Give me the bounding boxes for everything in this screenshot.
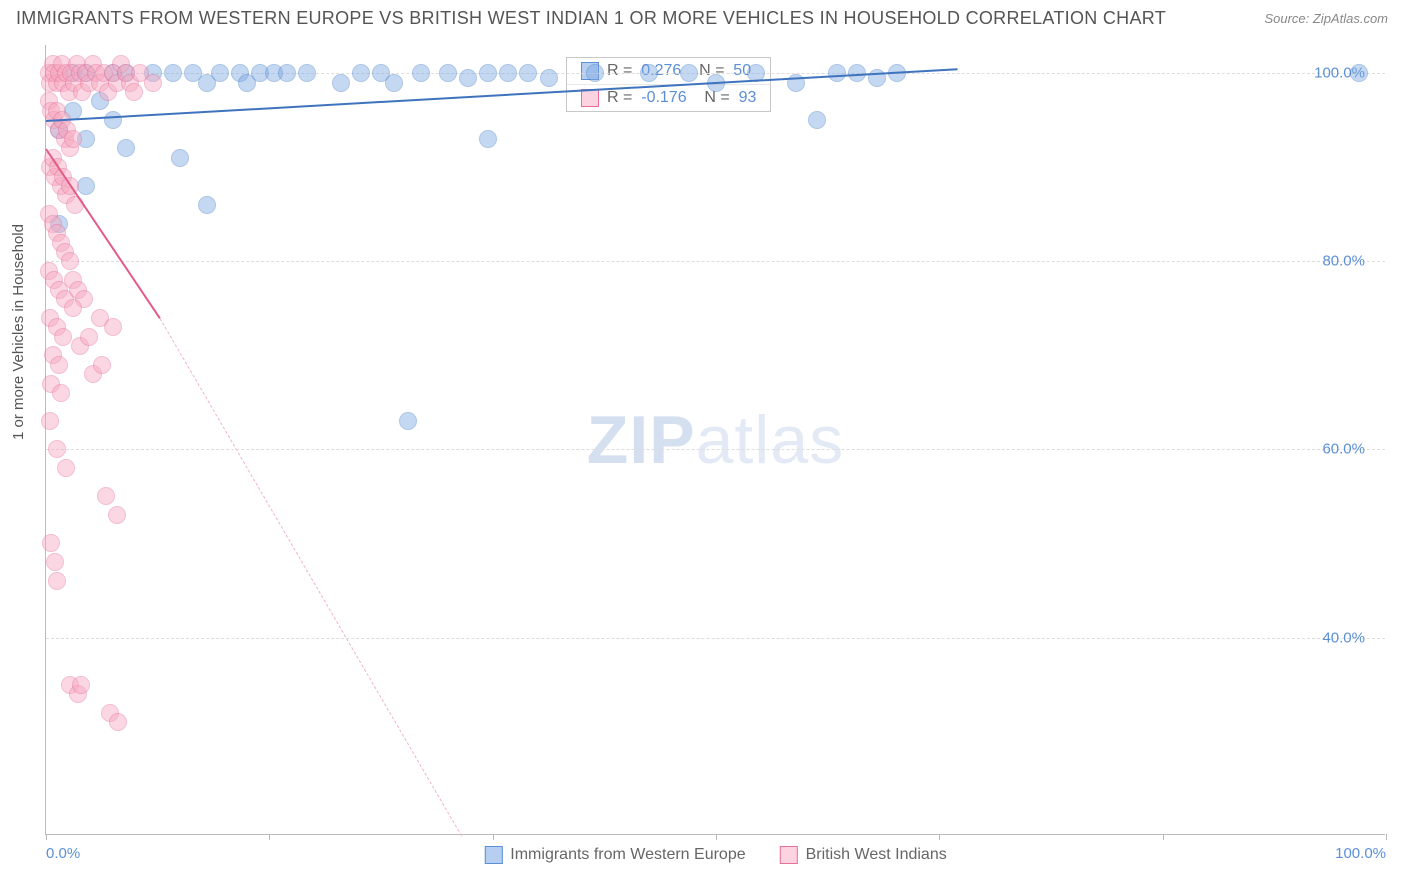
scatter-point: [50, 356, 68, 374]
r-label: R =: [607, 62, 632, 79]
bottom-legend-item-b: British West Indians: [780, 846, 947, 864]
x-tick-mark: [46, 834, 47, 840]
bottom-swatch-blue: [484, 846, 502, 864]
scatter-point: [93, 356, 111, 374]
bottom-legend: Immigrants from Western Europe British W…: [484, 846, 946, 864]
scatter-point: [54, 328, 72, 346]
gridline-horizontal: [46, 261, 1385, 262]
scatter-point: [808, 111, 826, 129]
bottom-swatch-pink: [780, 846, 798, 864]
r-value: -0.176: [641, 89, 686, 106]
scatter-point: [298, 64, 316, 82]
scatter-point: [439, 64, 457, 82]
watermark-zip: ZIP: [587, 402, 696, 478]
x-tick-label: 0.0%: [46, 845, 80, 862]
scatter-point: [479, 130, 497, 148]
scatter-point: [104, 111, 122, 129]
scatter-point: [352, 64, 370, 82]
scatter-point: [117, 139, 135, 157]
scatter-point: [385, 74, 403, 92]
legend-r-a: R = 0.276 N = 50: [607, 62, 751, 80]
scatter-point: [97, 487, 115, 505]
n-label: N =: [704, 89, 729, 106]
legend-r-b: R = -0.176 N = 93: [607, 89, 756, 107]
scatter-point: [586, 64, 604, 82]
watermark: ZIPatlas: [587, 401, 844, 479]
chart-plot-area: ZIPatlas R = 0.276 N = 50 R = -0.176 N =…: [45, 45, 1385, 835]
x-tick-mark: [939, 834, 940, 840]
x-tick-mark: [716, 834, 717, 840]
x-tick-label: 100.0%: [1335, 845, 1386, 862]
scatter-point: [278, 64, 296, 82]
watermark-atlas: atlas: [696, 402, 845, 478]
bottom-legend-item-a: Immigrants from Western Europe: [484, 846, 745, 864]
bottom-legend-label-b: British West Indians: [806, 846, 947, 864]
scatter-point: [332, 74, 350, 92]
scatter-point: [80, 328, 98, 346]
x-tick-mark: [1163, 834, 1164, 840]
scatter-point: [72, 676, 90, 694]
y-tick-label: 80.0%: [1322, 253, 1365, 270]
scatter-point: [144, 74, 162, 92]
scatter-point: [125, 83, 143, 101]
x-tick-mark: [1386, 834, 1387, 840]
y-tick-label: 60.0%: [1322, 441, 1365, 458]
scatter-point: [109, 713, 127, 731]
scatter-point: [77, 177, 95, 195]
y-axis-label: 1 or more Vehicles in Household: [10, 224, 27, 440]
scatter-point: [64, 299, 82, 317]
y-tick-label: 40.0%: [1322, 629, 1365, 646]
scatter-point: [459, 69, 477, 87]
scatter-point: [198, 196, 216, 214]
scatter-point: [42, 534, 60, 552]
scatter-point: [164, 64, 182, 82]
scatter-point: [61, 252, 79, 270]
scatter-point: [540, 69, 558, 87]
r-label: R =: [607, 89, 632, 106]
scatter-point: [680, 64, 698, 82]
scatter-point: [48, 440, 66, 458]
source-label: Source: ZipAtlas.com: [1264, 11, 1388, 26]
scatter-point: [399, 412, 417, 430]
scatter-point: [412, 64, 430, 82]
scatter-point: [52, 384, 70, 402]
x-tick-mark: [493, 834, 494, 840]
bottom-legend-label-a: Immigrants from Western Europe: [510, 846, 745, 864]
scatter-point: [828, 64, 846, 82]
gridline-horizontal: [46, 638, 1385, 639]
scatter-point: [640, 64, 658, 82]
n-value: 93: [739, 89, 757, 106]
scatter-point: [171, 149, 189, 167]
scatter-point: [46, 553, 64, 571]
scatter-point: [499, 64, 517, 82]
scatter-point: [48, 572, 66, 590]
scatter-point: [108, 506, 126, 524]
gridline-horizontal: [46, 449, 1385, 450]
scatter-point: [57, 459, 75, 477]
chart-title: IMMIGRANTS FROM WESTERN EUROPE VS BRITIS…: [16, 8, 1166, 29]
scatter-point: [479, 64, 497, 82]
scatter-point: [64, 130, 82, 148]
scatter-point: [211, 64, 229, 82]
scatter-point: [1350, 64, 1368, 82]
legend-swatch-pink: [581, 89, 599, 107]
x-tick-mark: [269, 834, 270, 840]
scatter-point: [519, 64, 537, 82]
trend-line: [159, 318, 461, 836]
scatter-point: [104, 318, 122, 336]
scatter-point: [41, 412, 59, 430]
